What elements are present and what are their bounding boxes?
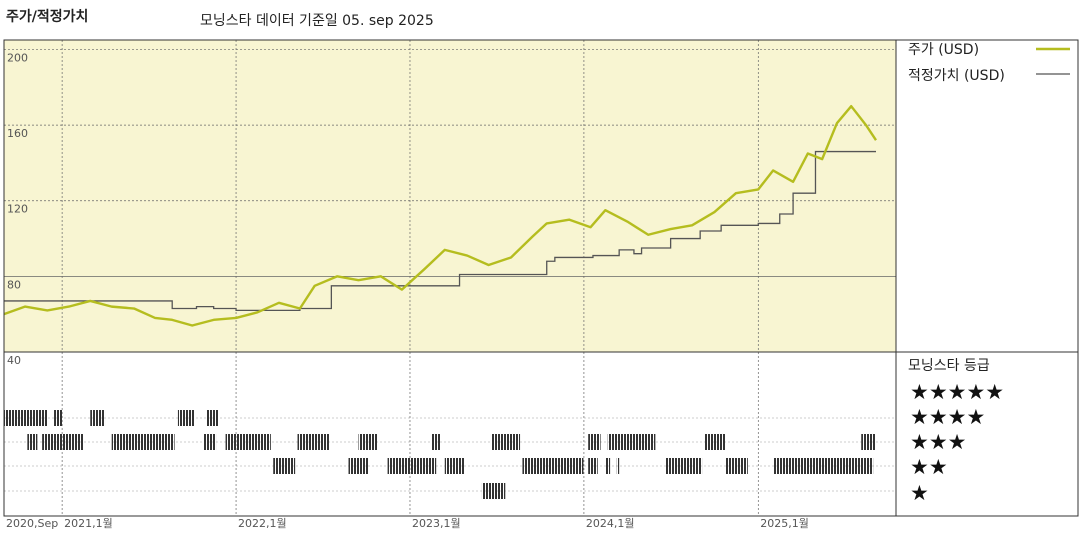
rating-bar-2-star bbox=[773, 458, 874, 474]
rating-bar-2-star bbox=[588, 458, 598, 474]
outer-frame bbox=[3, 39, 1079, 517]
fair-value-line bbox=[4, 150, 876, 312]
chart-title: 주가/적정가치 bbox=[6, 9, 89, 25]
y-tick-label: 40 bbox=[7, 354, 21, 367]
chart-subtitle: 모닝스타 데이터 기준일 05. sep 2025 bbox=[200, 13, 434, 29]
rating-bar-3-star bbox=[42, 434, 82, 450]
rating-bar-1-star bbox=[481, 483, 506, 499]
rating-bar-2-star bbox=[616, 458, 620, 474]
rating-bar-3-star bbox=[861, 434, 876, 450]
rating-bar-3-star bbox=[111, 434, 175, 450]
y-tick-label: 80 bbox=[7, 278, 21, 291]
rating-bar-2-star bbox=[665, 458, 703, 474]
rating-bar-5-star bbox=[90, 410, 106, 426]
rating-bar-2-star bbox=[387, 458, 437, 474]
price-line bbox=[3, 104, 878, 327]
rating-bar-2-star bbox=[348, 458, 369, 474]
y-tick-label: 160 bbox=[7, 127, 28, 140]
x-tick-label: 2025,1월 bbox=[760, 517, 809, 530]
star-label-2: ★★ bbox=[910, 455, 948, 479]
price-plot-background bbox=[4, 40, 896, 352]
rating-bar-5-star bbox=[177, 410, 195, 426]
star-label-5: ★★★★★ bbox=[910, 380, 1004, 404]
rating-heading: 모닝스타 등급 bbox=[908, 358, 990, 374]
rating-bar-3-star bbox=[607, 434, 656, 450]
x-axis-ticks: 2020,Sep 2021,1월 2022,1월 2023,1월 2024,1월 2025… bbox=[6, 517, 809, 530]
star-label-4: ★★★★ bbox=[910, 405, 985, 429]
y-tick-label: 120 bbox=[7, 203, 28, 216]
rating-bar-3-star bbox=[704, 434, 726, 450]
x-tick-label: 2024,1월 bbox=[586, 517, 635, 530]
rating-bar-2-star bbox=[444, 458, 465, 474]
star-rating-labels: ★★★★★★★★★★★★★★★ bbox=[910, 380, 1004, 505]
rating-bar-3-star bbox=[358, 434, 378, 450]
star-label-3: ★★★ bbox=[910, 430, 966, 454]
star-label-1: ★ bbox=[910, 481, 929, 505]
y-axis-ticks: 40 80 120 160 200 bbox=[7, 51, 28, 367]
chart-frame bbox=[3, 39, 1079, 517]
rating-bar-3-star bbox=[588, 434, 601, 450]
rating-bar-3-star bbox=[431, 434, 440, 450]
rating-bar-2-star bbox=[725, 458, 748, 474]
rating-bar-5-star bbox=[54, 410, 63, 426]
rating-bar-3-star bbox=[27, 434, 38, 450]
rating-bar-3-star bbox=[203, 434, 217, 450]
legend-price-label: 주가 (USD) bbox=[908, 42, 979, 58]
x-tick-label: 2021,1월 bbox=[64, 517, 113, 530]
x-tick-label: 2020,Sep bbox=[6, 517, 58, 530]
star-rating-area bbox=[4, 410, 876, 499]
rating-bar-5-star bbox=[4, 410, 48, 426]
rating-bar-3-star bbox=[490, 434, 521, 450]
y-tick-label: 200 bbox=[7, 51, 28, 64]
rating-bar-2-star bbox=[273, 458, 296, 474]
rating-bar-3-star bbox=[225, 434, 271, 450]
rating-bar-2-star bbox=[522, 458, 584, 474]
legend: 주가 (USD) 적정가치 (USD) 모닝스타 등급 ★★★★★★★★★★★★… bbox=[908, 42, 1070, 505]
x-tick-label: 2022,1월 bbox=[238, 517, 287, 530]
rating-bar-5-star bbox=[206, 410, 219, 426]
legend-fair-label: 적정가치 (USD) bbox=[908, 68, 1005, 84]
rating-bar-3-star bbox=[297, 434, 329, 450]
x-tick-label: 2023,1월 bbox=[412, 517, 461, 530]
rating-bar-2-star bbox=[605, 458, 611, 474]
